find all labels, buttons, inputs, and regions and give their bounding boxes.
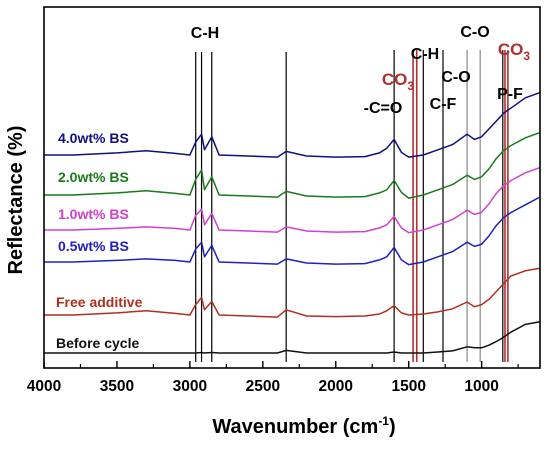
x-axis-title: Wavenumber (cm-1)	[212, 414, 395, 438]
series-label-4-0wt-bs: 4.0wt% BS	[58, 130, 129, 146]
series-label-before-cycle: Before cycle	[56, 335, 139, 351]
y-axis-title: Reflectance (%)	[5, 126, 27, 275]
x-tick-label-1000: 1000	[464, 378, 498, 395]
series-line-free-additive	[44, 267, 541, 318]
series-line-0-5wt-bs	[44, 196, 541, 266]
series-line-2-0wt-bs	[44, 131, 541, 199]
annotation-c-h-3: C-H	[411, 46, 439, 63]
annotation-c-o-6: C-O	[460, 24, 489, 41]
x-tick-label-2000: 2000	[319, 378, 353, 395]
x-tick-label-3000: 3000	[173, 378, 207, 395]
series-label-1-0wt-bs: 1.0wt% BS	[58, 206, 129, 222]
series-line-before-cycle	[44, 321, 541, 354]
x-tick-label-1500: 1500	[391, 378, 425, 395]
series-label-free-additive: Free additive	[56, 294, 143, 310]
series-label-0-5wt-bs: 0.5wt% BS	[58, 238, 129, 254]
series-line-1-0wt-bs	[44, 166, 541, 234]
annotation-co-7: CO3	[498, 40, 531, 63]
annotation-c-o-1: -C=O	[364, 100, 403, 117]
x-axis: 4000 3500 3000 2500 2000 1500 1000	[27, 361, 519, 395]
series-line-4-0wt-bs	[44, 91, 541, 158]
plot-layer: 4.0wt% BS 2.0wt% BS 1.0wt% BS 0.5wt% BS Free…	[44, 24, 541, 362]
x-tick-label-2500: 2500	[246, 378, 280, 395]
annotation-c-f-4: C-F	[430, 96, 457, 113]
x-tick-label-3500: 3500	[100, 378, 134, 395]
annotation-c-h-0: C-H	[191, 25, 219, 42]
annotation-c-o-5: C-O	[441, 69, 470, 86]
series-label-2-0wt-bs: 2.0wt% BS	[58, 169, 129, 185]
annotation-p-f-8: P-F	[497, 86, 523, 103]
plot-frame	[43, 6, 541, 369]
x-tick-label-4000: 4000	[27, 378, 61, 395]
annotation-co-2: CO3	[382, 70, 415, 93]
